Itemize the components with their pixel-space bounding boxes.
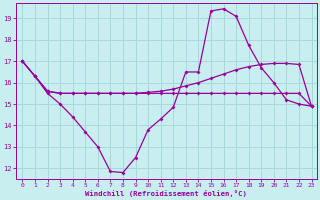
X-axis label: Windchill (Refroidissement éolien,°C): Windchill (Refroidissement éolien,°C): [85, 190, 247, 197]
